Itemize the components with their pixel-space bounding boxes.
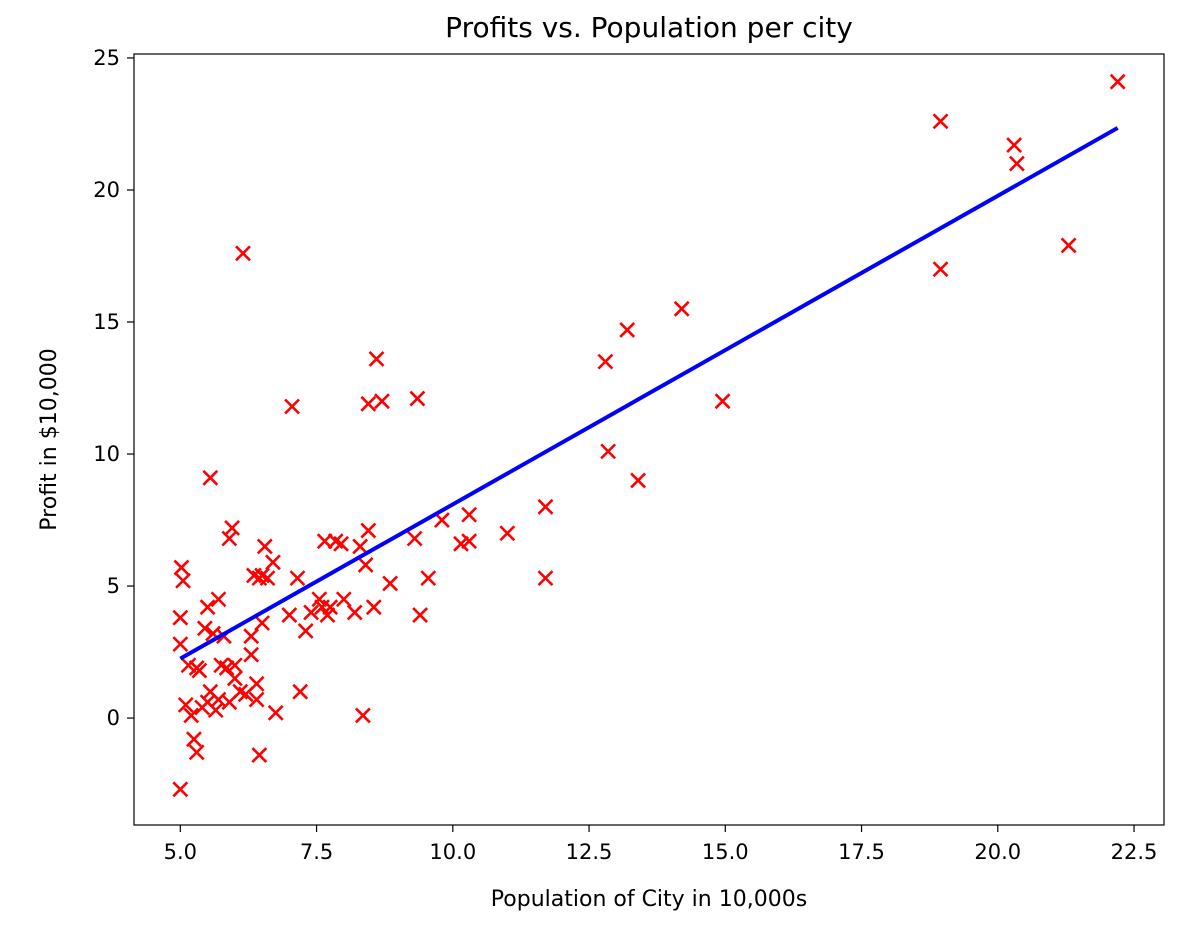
data-point-marker — [199, 599, 216, 616]
y-tick-label: 20 — [93, 178, 120, 202]
data-point-marker — [461, 506, 478, 523]
data-point-marker — [630, 472, 647, 489]
y-axis: 0 5 10 15 20 25 — [93, 46, 134, 730]
data-point-marker — [224, 520, 241, 536]
y-tick-label: 5 — [107, 574, 120, 598]
data-point-marker — [303, 604, 320, 621]
linear-fit-line — [179, 126, 1119, 661]
data-point-marker — [235, 245, 251, 262]
data-point-marker — [191, 662, 208, 679]
data-point-marker — [673, 300, 690, 317]
data-point-marker — [259, 570, 276, 587]
data-point-marker — [461, 533, 478, 550]
data-point-marker — [173, 559, 190, 576]
data-point-marker — [267, 704, 284, 721]
data-point-marker — [284, 398, 300, 415]
data-point-marker — [374, 393, 390, 410]
data-point-marker — [172, 609, 189, 626]
x-tick-label: 15.0 — [702, 840, 749, 864]
x-tick-label: 22.5 — [1111, 840, 1158, 864]
data-point-marker — [202, 469, 219, 486]
data-point-marker — [420, 570, 437, 587]
data-point-marker — [265, 554, 281, 571]
data-point-marker — [226, 670, 243, 687]
data-point-marker — [412, 607, 429, 624]
data-point-marker — [183, 707, 200, 724]
data-point-marker — [196, 620, 213, 637]
data-point-marker — [346, 604, 363, 621]
data-point-marker — [243, 646, 260, 663]
data-point-marker — [251, 747, 268, 763]
data-point-marker — [932, 261, 949, 278]
axes-frame — [133, 53, 1165, 826]
data-point-marker — [177, 696, 194, 713]
data-point-marker — [226, 657, 243, 674]
data-point-marker — [597, 353, 614, 370]
data-point-marker — [1008, 155, 1025, 172]
y-tick-label: 25 — [93, 46, 120, 70]
data-point-marker — [382, 575, 399, 592]
data-point-marker — [243, 628, 260, 645]
y-tick-label: 15 — [93, 310, 120, 334]
data-point-marker — [406, 530, 423, 547]
plot-area — [172, 73, 1126, 798]
data-point-marker — [248, 675, 265, 692]
data-point-marker — [499, 525, 516, 542]
data-point-marker — [297, 623, 314, 639]
data-point-marker — [281, 607, 298, 624]
y-axis-label: Profit in $10,000 — [37, 348, 62, 530]
data-point-marker — [289, 570, 306, 587]
data-point-marker — [1109, 73, 1126, 90]
data-point-marker — [254, 615, 270, 631]
y-tick-label: 0 — [107, 706, 120, 730]
data-point-marker — [932, 113, 949, 130]
data-point-marker — [537, 570, 554, 587]
data-point-marker — [248, 691, 265, 708]
x-tick-label: 5.0 — [164, 840, 197, 864]
data-point-marker — [188, 744, 205, 761]
data-point-marker — [333, 535, 350, 552]
data-point-marker — [357, 557, 374, 573]
data-point-marker — [256, 538, 273, 555]
data-point-marker — [1006, 137, 1023, 154]
data-point-marker — [1060, 237, 1077, 254]
data-point-marker — [619, 322, 636, 338]
data-point-marker — [360, 522, 377, 539]
x-tick-label: 10.0 — [429, 840, 476, 864]
data-point-marker — [714, 393, 731, 410]
x-tick-label: 12.5 — [566, 840, 613, 864]
data-point-marker — [352, 538, 369, 555]
x-axis: 5.0 7.5 10.0 12.5 15.0 17.5 20.0 22.5 — [164, 825, 1158, 864]
data-point-marker — [186, 731, 202, 748]
data-point-marker — [175, 572, 191, 589]
data-point-marker — [221, 530, 238, 547]
data-point-marker — [322, 599, 339, 616]
chart-title: Profits vs. Population per city — [445, 11, 853, 44]
data-point-marker — [537, 498, 554, 515]
data-point-marker — [354, 707, 371, 724]
data-point-marker — [172, 636, 189, 653]
data-point-marker — [409, 390, 426, 407]
y-tick-label: 10 — [93, 442, 120, 466]
x-tick-label: 20.0 — [974, 840, 1021, 864]
data-point-marker — [600, 443, 617, 460]
data-point-marker — [210, 591, 227, 608]
x-tick-label: 17.5 — [838, 840, 885, 864]
data-point-marker — [360, 395, 377, 412]
data-point-marker — [368, 351, 385, 367]
data-point-marker — [335, 591, 352, 608]
data-point-marker — [207, 702, 224, 719]
data-point-marker — [365, 599, 382, 616]
data-point-marker — [172, 781, 189, 798]
x-tick-label: 7.5 — [300, 840, 333, 864]
data-point-marker — [292, 683, 309, 700]
x-axis-label: Population of City in 10,000s — [491, 887, 807, 912]
